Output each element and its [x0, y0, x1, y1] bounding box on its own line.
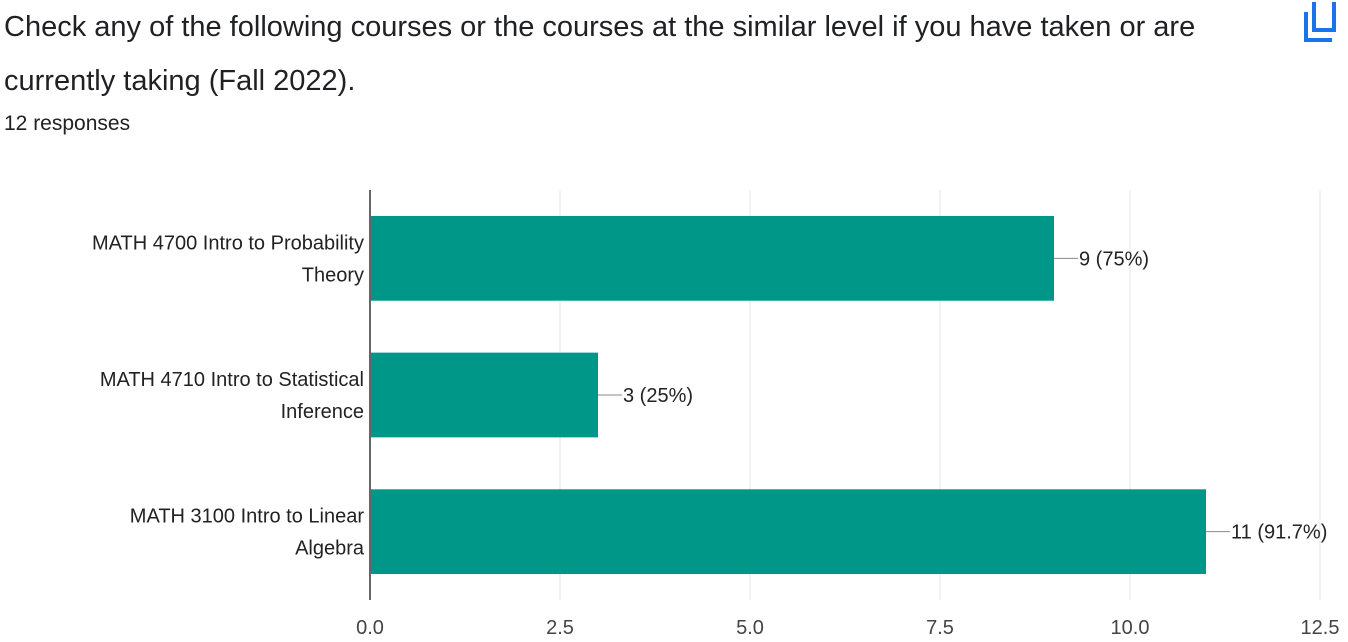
x-tick-label: 5.0	[736, 617, 764, 639]
bar	[371, 215, 1054, 301]
question-title: Check any of the following courses or th…	[4, 11, 1196, 97]
x-tick-label: 0.0	[356, 617, 384, 639]
category-label: Theory	[302, 264, 364, 286]
copy-icon[interactable]	[1300, 0, 1340, 42]
category-label: MATH 4710 Intro to Statistical	[100, 369, 364, 391]
x-tick-label: 12.5	[1301, 617, 1340, 639]
bar	[371, 489, 1206, 575]
category-label: Inference	[281, 401, 364, 423]
x-tick-label: 2.5	[546, 617, 574, 639]
bar	[371, 352, 598, 438]
x-tick-label: 7.5	[926, 617, 954, 639]
category-label: Algebra	[295, 538, 365, 560]
data-label: 11 (91.7%)	[1231, 522, 1327, 544]
category-label: MATH 4700 Intro to Probability	[92, 232, 364, 254]
response-count: 12 responses	[4, 112, 131, 135]
data-label: 3 (25%)	[623, 385, 693, 407]
data-label: 9 (75%)	[1079, 248, 1149, 270]
x-tick-label: 10.0	[1111, 617, 1150, 639]
category-label: MATH 3100 Intro to Linear	[130, 506, 365, 528]
